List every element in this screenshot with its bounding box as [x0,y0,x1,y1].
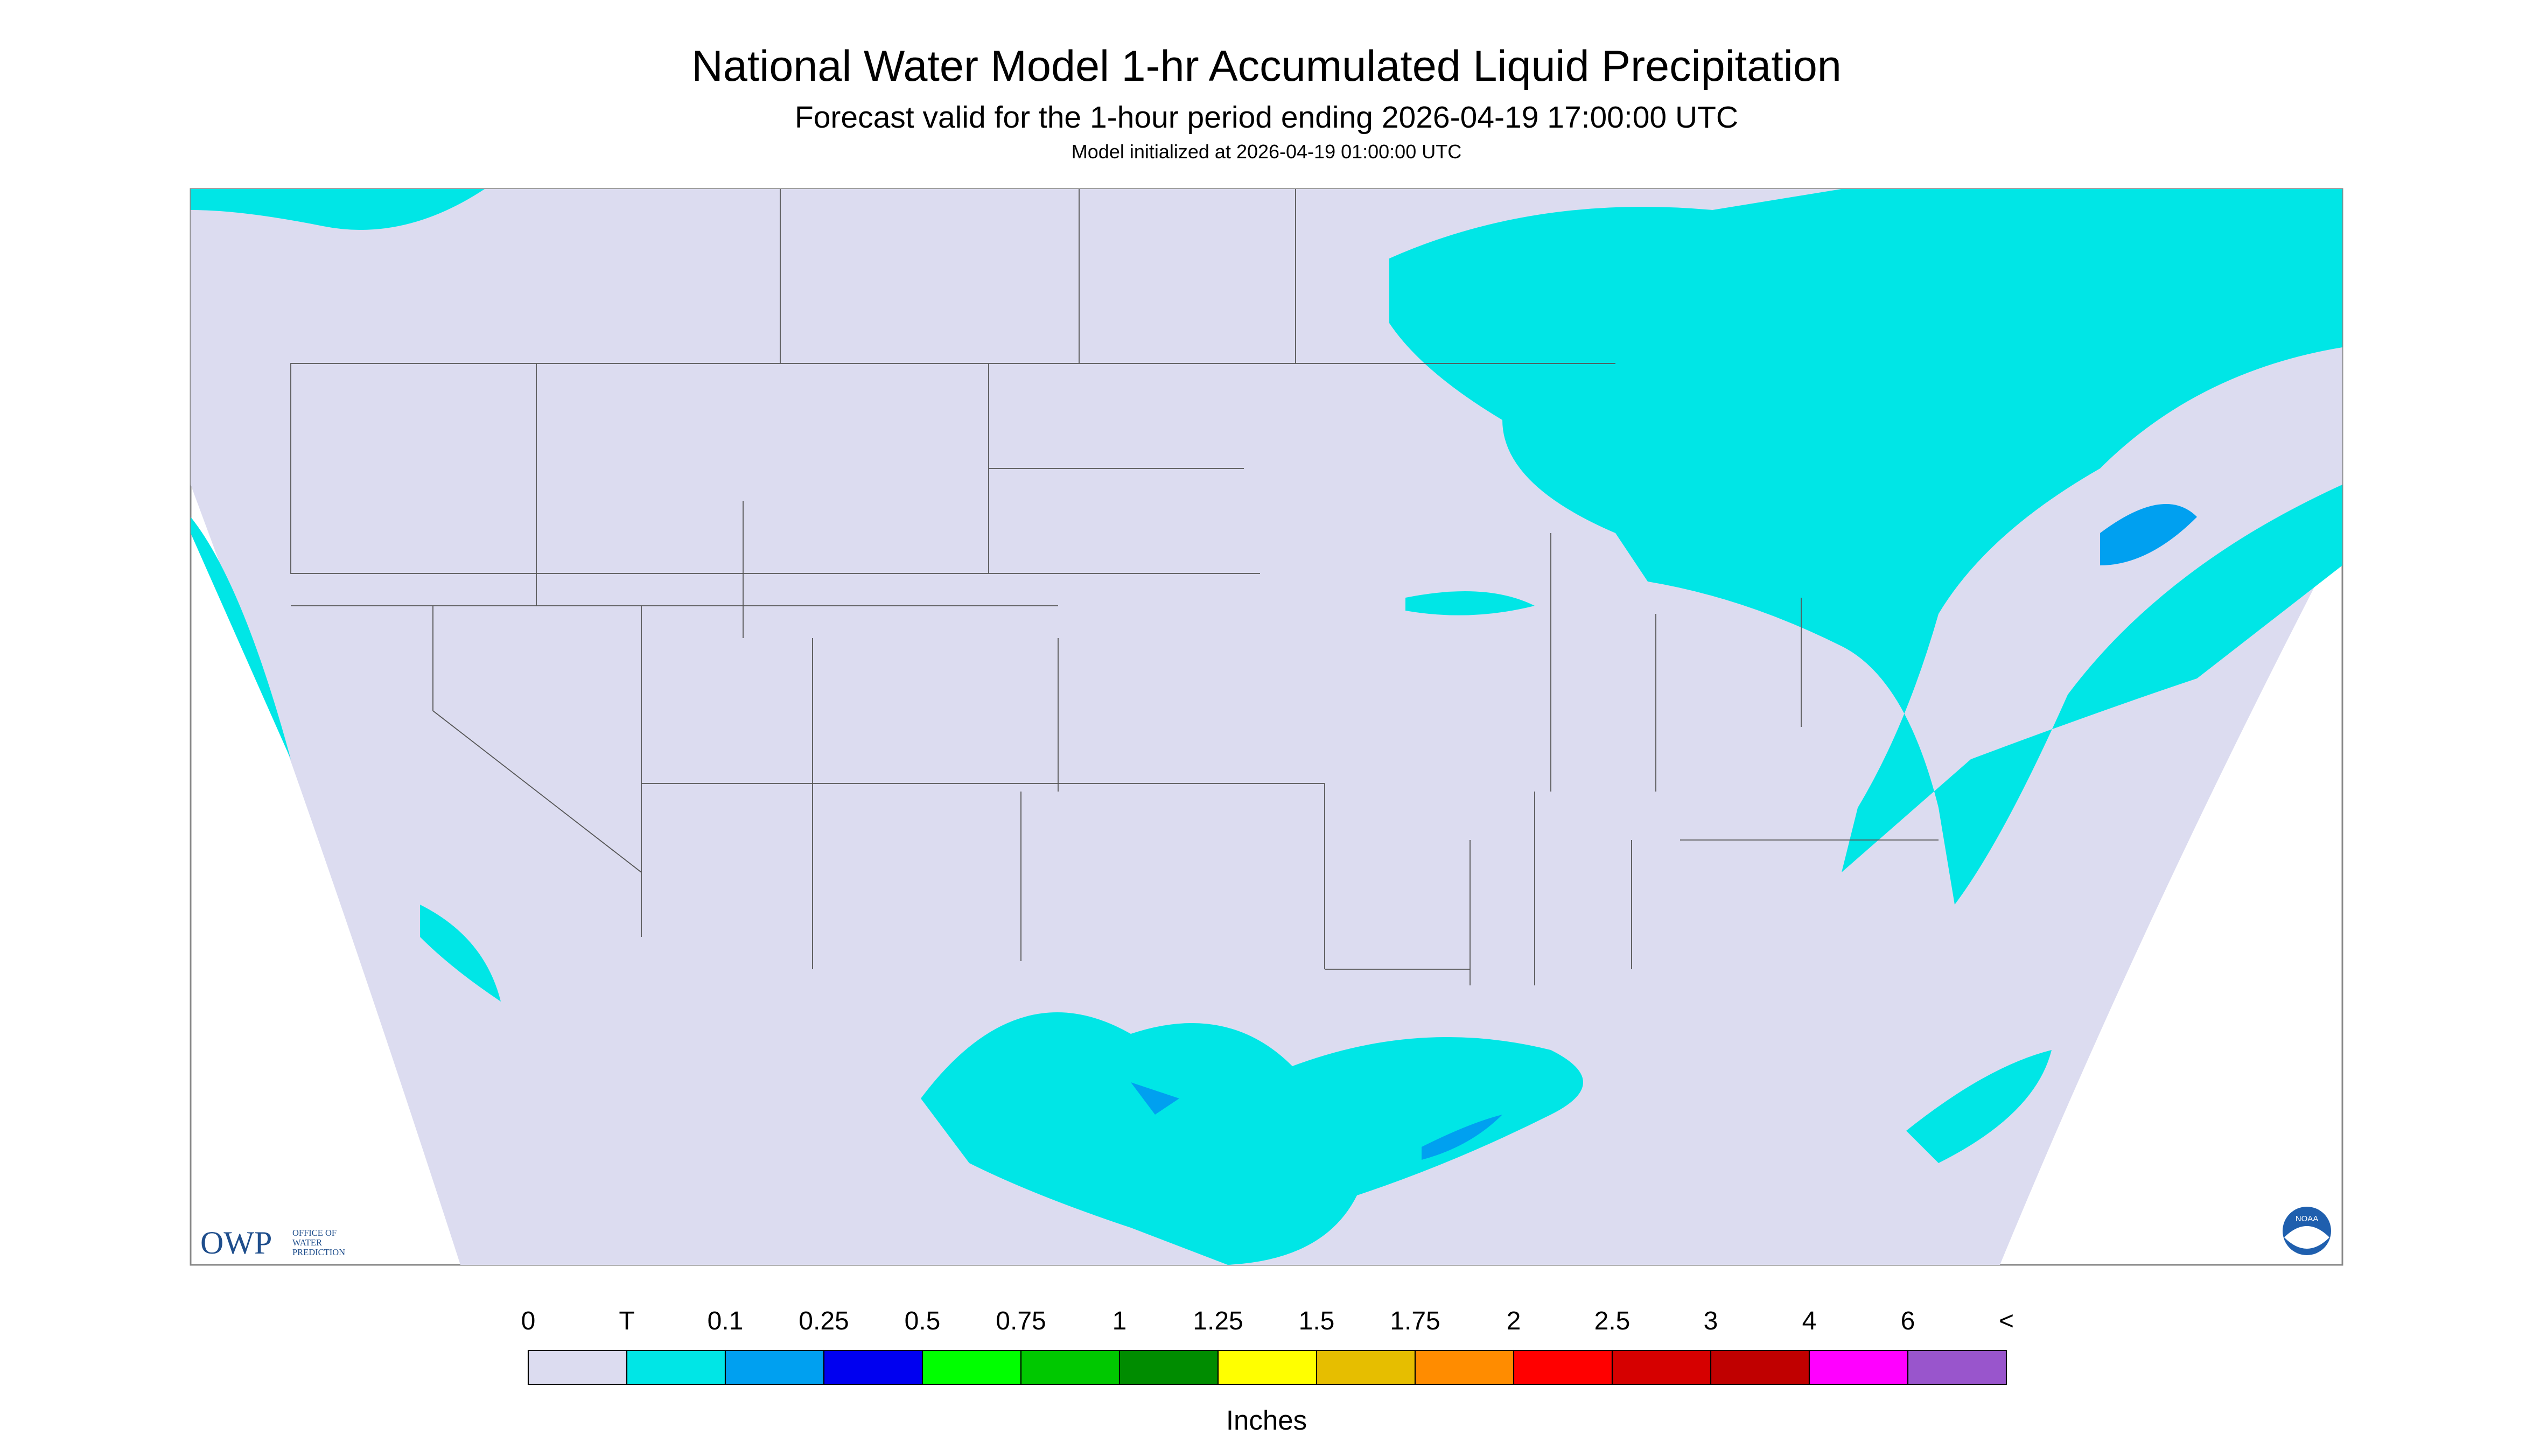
precip-area [1131,1082,1179,1115]
legend-swatch [1414,1349,1515,1385]
legend-swatch [1808,1349,1909,1385]
legend-label: 4 [1802,1307,1817,1335]
legend-swatch [1217,1349,1318,1385]
legend-label: 0.25 [799,1307,849,1335]
owp-logo-line: PREDICTION [292,1247,345,1257]
legend-swatch [626,1349,726,1385]
precip-area [2100,504,2197,566]
subtitle: Forecast valid for the 1-hour period end… [795,100,1738,135]
legend-label: 0.75 [996,1307,1046,1335]
legend-swatch [1710,1349,1810,1385]
owp-logo-line: OFFICE OF [292,1228,337,1238]
precip-area [191,189,485,230]
legend-label: < [1999,1307,2014,1335]
owp-logo: OWP [200,1225,272,1261]
boundaries [290,189,1939,986]
legend-label: 0.1 [708,1307,744,1335]
legend-label: 1 [1112,1307,1127,1335]
legend-swatch [1118,1349,1219,1385]
legend-swatch [1020,1349,1121,1385]
legend-swatch [724,1349,825,1385]
legend-swatch [1907,1349,2007,1385]
precip-area [191,517,291,760]
legend-label: 1.75 [1390,1307,1440,1335]
legend-swatch [1513,1349,1613,1385]
init-note: Model initialized at 2026-04-19 01:00:00… [1072,141,1461,163]
owp-logo-line: WATER [292,1237,322,1248]
precip-area [420,905,501,1002]
title: National Water Model 1-hr Accumulated Li… [691,42,1842,90]
state-lines [290,189,1939,986]
legend-label: 2 [1507,1307,1521,1335]
precip-area [1906,1050,2052,1164]
legend-label: 2.5 [1594,1307,1631,1335]
precip-area [1389,189,2342,905]
legend-label: 0 [521,1307,536,1335]
precip-area [921,1012,1583,1265]
legend-swatch [921,1349,1022,1385]
noaa-logo-wave [2284,1226,2329,1249]
legend-unit: Inches [1226,1405,1307,1436]
legend-label: 6 [1901,1307,1915,1335]
legend-swatch [527,1349,628,1385]
precip-area [1422,1115,1502,1160]
legend-label: 1.25 [1193,1307,1243,1335]
legend-label: 1.5 [1299,1307,1335,1335]
precip-area [1405,591,1535,615]
legend-label: 3 [1704,1307,1718,1335]
precip-moderate [1131,504,2197,1160]
legend-swatch [1611,1349,1712,1385]
legend-label: 0.5 [905,1307,941,1335]
legend-swatch [1316,1349,1416,1385]
legend-label: T [619,1307,634,1335]
legend: 0 T 0.1 0.25 0.5 0.75 1 1.25 1.5 1.75 2 2.5 3 4 6 < [521,1307,2014,1385]
noaa-logo-text: NOAA [2296,1214,2319,1223]
precip-areas [191,189,2342,1265]
legend-swatch [823,1349,923,1385]
